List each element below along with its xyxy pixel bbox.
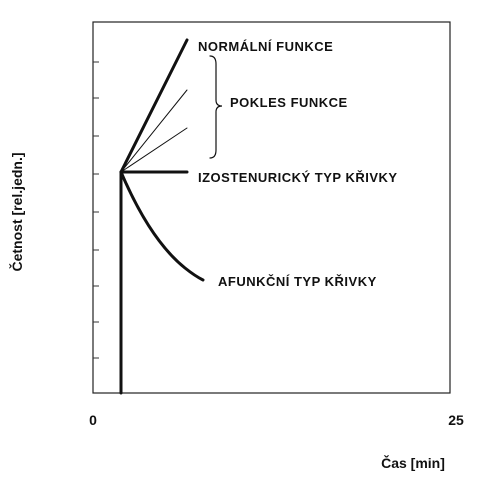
x-tick-label: 25: [448, 412, 464, 428]
curve-label: AFUNKČNÍ TYP KŘIVKY: [218, 274, 377, 289]
x-axis-label: Čas [min]: [381, 454, 445, 471]
curves: [119, 38, 223, 395]
reduced-curve: [120, 89, 188, 173]
y-axis-label: Četnost [rel.jedn.]: [8, 152, 25, 271]
x-tick-label: 0: [89, 412, 97, 428]
y-axis-ticks: [93, 61, 99, 359]
afunction-curve: [119, 170, 205, 282]
plot-frame: [92, 21, 451, 394]
normal-curve: [119, 38, 189, 174]
curve-label: NORMÁLNÍ FUNKCE: [198, 39, 333, 54]
brace: [209, 55, 223, 159]
curve-label: IZOSTENURICKÝ TYP KŘIVKY: [198, 170, 398, 185]
curve-label: POKLES FUNKCE: [230, 95, 348, 110]
reduced-curve: [120, 127, 188, 173]
